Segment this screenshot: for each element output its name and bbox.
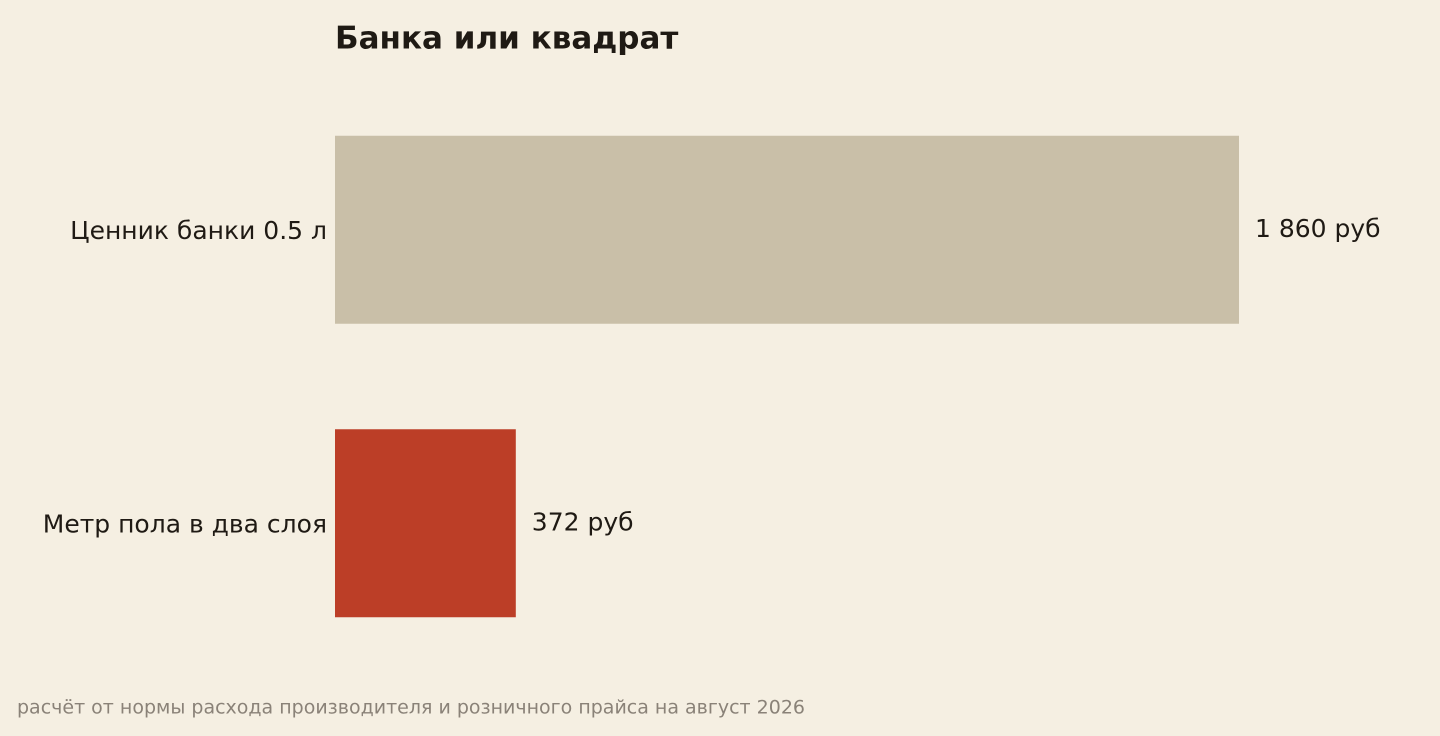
footnote: расчёт от нормы расхода производителя и … — [17, 697, 805, 719]
chart-title: Банка или квадрат — [335, 21, 678, 57]
category-label: Метр пола в два слоя — [43, 509, 327, 538]
category-label: Ценник банки 0.5 л — [70, 216, 327, 245]
bar — [335, 135, 1239, 324]
value-label: 1 860 руб — [1255, 214, 1381, 243]
bar — [335, 429, 516, 618]
value-label: 372 руб — [532, 507, 634, 536]
